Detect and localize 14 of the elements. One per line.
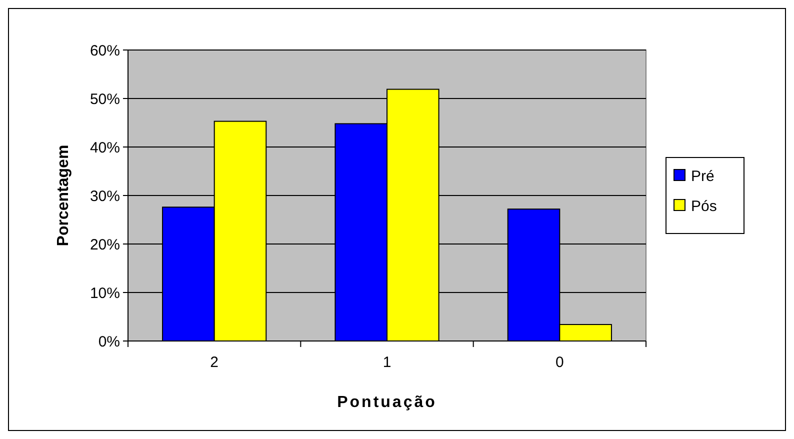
y-tick-label: 0% (98, 333, 120, 350)
legend-label: Pós (691, 198, 717, 215)
y-tick-label: 60% (90, 42, 120, 60)
y-tick-label: 20% (90, 236, 120, 254)
legend-label: Pré (691, 168, 714, 185)
x-tick-label: 0 (555, 354, 564, 371)
y-tick-label: 10% (90, 284, 120, 302)
x-tick-label: 2 (210, 354, 219, 371)
y-tick-label: 40% (90, 139, 120, 156)
y-tick-label: 30% (90, 188, 120, 205)
x-tick-label: 1 (382, 354, 392, 371)
y-tick-label: 50% (90, 90, 120, 108)
y-axis-title: Porcentagem (55, 144, 72, 246)
x-axis-title: Pontuação (337, 394, 437, 411)
